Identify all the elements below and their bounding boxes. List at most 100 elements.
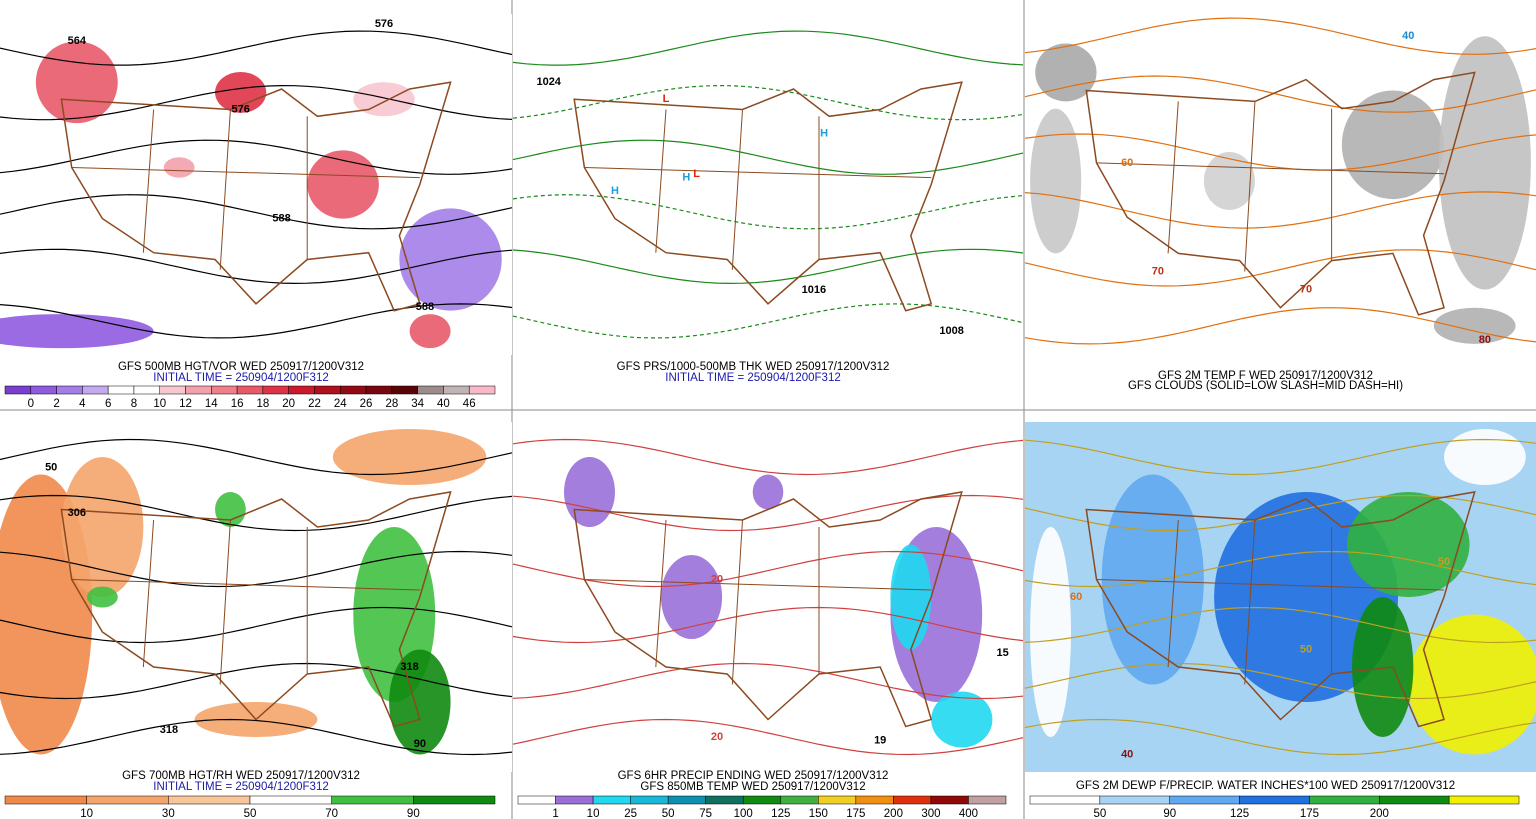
colorbar-label: 25	[624, 808, 637, 819]
contour	[0, 494, 513, 532]
colorbar-swatch	[1029, 795, 1101, 805]
caption: INITIAL TIME = 250904/1200F312	[153, 781, 328, 793]
contour	[512, 303, 1024, 339]
colorbar-label: 10	[153, 398, 166, 410]
map-label: 576	[375, 18, 393, 30]
colorbar-swatch	[4, 795, 87, 805]
colorbar-swatch	[86, 795, 169, 805]
caption: GFS 2M DEWP F/PRECIP. WATER INCHES*100 W…	[1076, 780, 1455, 792]
colorbar-label: 18	[256, 398, 269, 410]
shaded-area	[890, 544, 932, 650]
shaded-area	[215, 492, 246, 527]
shaded-area	[61, 457, 144, 597]
contour	[0, 30, 513, 66]
contour	[0, 662, 513, 700]
colorbar-label: 70	[325, 808, 338, 819]
map-label: H	[682, 172, 690, 184]
shaded-area	[1101, 474, 1204, 685]
shaded-area	[931, 691, 993, 748]
border	[731, 109, 743, 270]
colorbar-label: 50	[662, 808, 675, 819]
contour	[512, 662, 1024, 700]
map-area	[513, 14, 1023, 355]
map-label: H	[820, 127, 828, 139]
colorbar-swatch	[391, 385, 418, 395]
border	[71, 579, 420, 591]
map-label: 70	[1152, 265, 1164, 277]
map-label: 588	[272, 213, 290, 225]
shaded-area	[163, 157, 195, 178]
contour	[0, 606, 513, 644]
colorbar-swatch	[82, 385, 109, 395]
contour	[0, 303, 513, 339]
contour	[1024, 438, 1536, 476]
shaded-area	[1030, 527, 1071, 737]
contour	[0, 139, 513, 175]
contour	[1024, 662, 1536, 700]
colorbar-label: 125	[771, 808, 790, 819]
contour	[1024, 307, 1536, 345]
colorbar-label: 125	[1230, 808, 1249, 819]
coastline	[1085, 71, 1476, 316]
map-label: 1016	[802, 284, 826, 296]
colorbar-swatch	[211, 385, 238, 395]
contour	[0, 438, 513, 476]
colorbar-swatch	[818, 795, 857, 805]
colorbar-label: 4	[79, 398, 86, 410]
map-label: 588	[416, 301, 434, 313]
colorbar-swatch	[893, 795, 932, 805]
colorbar-label: 24	[334, 398, 347, 410]
map-label: 19	[874, 734, 886, 746]
map-panel: 50 306 318 90 318	[0, 422, 513, 772]
coastline	[573, 81, 963, 312]
shaded-area	[35, 41, 118, 124]
colorbar-swatch	[168, 795, 251, 805]
colorbar-swatch	[1379, 795, 1450, 805]
colorbar-swatch	[555, 795, 594, 805]
shaded-area	[1408, 614, 1536, 755]
contour	[512, 248, 1024, 285]
map-label: 318	[400, 661, 418, 673]
border	[1167, 101, 1179, 254]
border	[71, 166, 420, 179]
map-label: 1008	[939, 325, 963, 337]
colorbar-swatch	[107, 385, 135, 395]
map-label: 50	[1438, 556, 1450, 568]
colorbar-swatch	[365, 385, 393, 395]
map-panel: 40 50 60 50	[1024, 422, 1536, 772]
colorbar-swatch	[288, 385, 315, 395]
map-label: 564	[68, 35, 87, 47]
shaded-area	[1438, 36, 1531, 290]
border	[731, 519, 743, 685]
colorbar-swatch	[742, 795, 782, 805]
map-label: L	[693, 168, 700, 180]
shaded-area	[307, 150, 379, 219]
colorbar-label: 12	[179, 398, 192, 410]
colorbar-label: 10	[587, 808, 600, 819]
contour	[1024, 75, 1536, 113]
map-label: 60	[1070, 591, 1082, 603]
contour	[512, 550, 1024, 588]
colorbar-swatch	[185, 385, 212, 395]
coastline	[60, 491, 452, 728]
colorbar-swatch	[159, 385, 186, 395]
colorbar-swatch	[4, 385, 32, 395]
map-panel: 20 15 20 19	[512, 422, 1024, 772]
colorbar-swatch	[1309, 795, 1380, 805]
contour	[1024, 191, 1536, 229]
colorbar-label: 100	[734, 808, 753, 819]
colorbar-label: 150	[809, 808, 828, 819]
map-label: 15	[996, 647, 1008, 659]
border	[584, 579, 932, 591]
caption: INITIAL TIME = 250904/1200F312	[153, 372, 328, 384]
contour	[1024, 17, 1536, 55]
colorbar-swatch	[667, 795, 706, 805]
contour	[0, 84, 513, 121]
contour	[1024, 133, 1536, 171]
contour	[0, 194, 513, 230]
contour	[512, 438, 1024, 476]
map-label: 20	[711, 573, 723, 585]
caption: GFS 850MB TEMP WED 250917/1200V312	[640, 781, 865, 793]
colorbar-swatch	[855, 795, 894, 805]
colorbar-label: 175	[846, 808, 865, 819]
